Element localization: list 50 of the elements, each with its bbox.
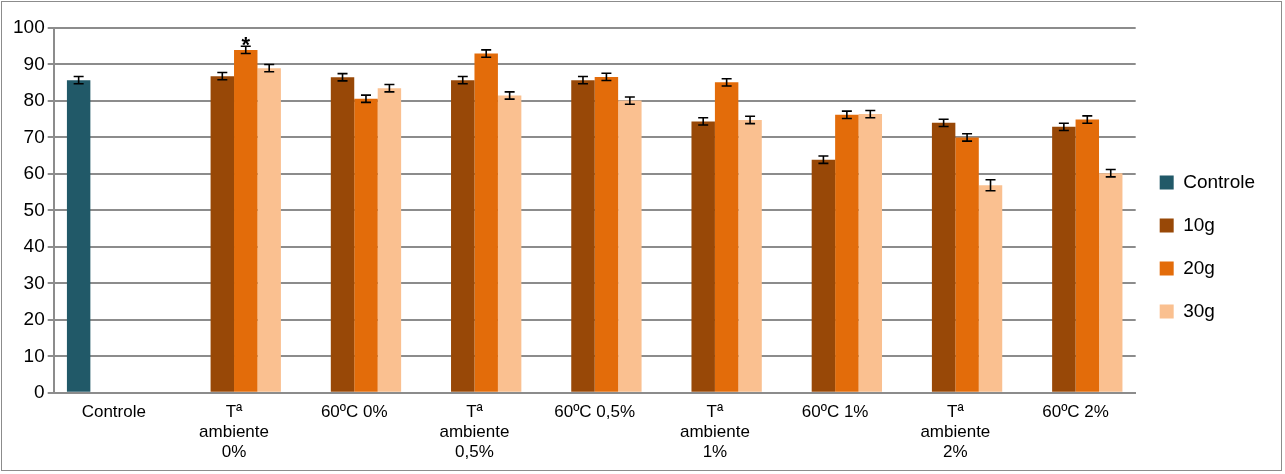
bar (978, 185, 1003, 392)
bar (618, 100, 642, 392)
bar (474, 53, 498, 392)
bar (738, 119, 762, 392)
y-tick-label: 10 (23, 344, 45, 366)
bar (451, 80, 475, 392)
bar (594, 76, 619, 392)
legend-label: 10g (1183, 213, 1215, 235)
y-tick-label: 70 (23, 125, 45, 147)
bar (811, 159, 836, 392)
x-tick-label: 60ºC 0,5% (554, 401, 636, 421)
bar (257, 68, 281, 392)
bar (234, 49, 258, 392)
x-tick-label: Tª ambiente 2% (920, 401, 991, 462)
bar (714, 82, 739, 392)
bar (330, 77, 355, 392)
y-tick-label: 30 (23, 271, 45, 293)
y-tick-label: 40 (23, 235, 45, 257)
x-tick-label: 60ºC 2% (1042, 401, 1109, 421)
x-tick-label: Tª ambiente 0% (199, 401, 269, 462)
x-tick-label: Tª ambiente 1% (679, 401, 750, 462)
legend-label: 30g (1183, 299, 1215, 321)
bar (858, 114, 883, 392)
bar (931, 122, 956, 392)
x-tick-label: 60ºC 0% (320, 401, 388, 421)
bar (835, 114, 859, 392)
bar (1099, 173, 1123, 392)
bar (354, 98, 378, 392)
legend-label: Controle (1183, 170, 1256, 192)
y-tick-label: 100 (13, 16, 45, 38)
x-tick-label: Tª ambiente 0,5% (439, 401, 510, 462)
y-tick-label: 80 (23, 89, 45, 111)
y-tick-label: 60 (23, 162, 45, 184)
bar (691, 121, 715, 392)
bar (497, 95, 522, 392)
bar (571, 80, 595, 392)
bar (210, 76, 235, 392)
bar (1052, 126, 1076, 392)
bar (377, 88, 402, 392)
y-tick-label: 50 (23, 198, 45, 220)
y-tick-label: 90 (23, 52, 45, 74)
annotation: * (241, 32, 251, 58)
bar (955, 137, 979, 392)
bar (66, 80, 91, 392)
bar (1075, 119, 1100, 392)
legend-label: 20g (1183, 256, 1215, 278)
y-tick-label: 20 (23, 308, 45, 330)
y-tick-label: 0 (34, 381, 45, 403)
x-tick-label: Controle (81, 401, 146, 421)
x-tick-label: 60ºC 1% (801, 401, 869, 421)
